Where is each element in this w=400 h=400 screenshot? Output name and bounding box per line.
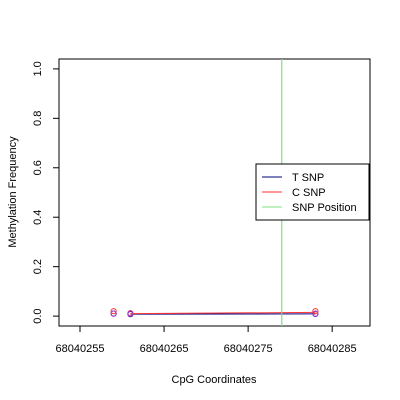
c-snp-line	[130, 311, 316, 315]
c-snp-point	[110, 308, 117, 315]
x-tick-label: 68040255	[56, 343, 105, 355]
overlap-point	[127, 310, 134, 317]
x-tick-label: 68040285	[308, 343, 357, 355]
overlap-point	[110, 310, 117, 317]
x-tick-label: 68040275	[224, 343, 273, 355]
y-tick-label: 0.8	[32, 111, 44, 126]
y-tick-label: 0.4	[32, 210, 44, 225]
c-snp-point	[312, 308, 319, 315]
y-axis: 0.0 0.2 0.4 0.6 0.8 1.0	[32, 61, 60, 324]
x-axis: 68040255 68040265 68040275 68040285	[56, 325, 357, 355]
legend-label: T SNP	[292, 172, 324, 184]
legend: T SNP C SNP SNP Position	[255, 163, 370, 221]
y-tick-label: 0.2	[32, 259, 44, 274]
overlap-point	[312, 310, 319, 317]
y-tick-label: 0.0	[32, 308, 44, 323]
y-axis-title: Methylation Frequency	[7, 136, 19, 248]
legend-label: C SNP	[292, 187, 326, 199]
x-axis-title: CpG Coordinates	[172, 374, 257, 386]
y-tick-label: 1.0	[32, 61, 44, 76]
legend-label: SNP Position	[292, 202, 357, 214]
y-tick-label: 0.6	[32, 160, 44, 175]
x-tick-label: 68040265	[140, 343, 189, 355]
